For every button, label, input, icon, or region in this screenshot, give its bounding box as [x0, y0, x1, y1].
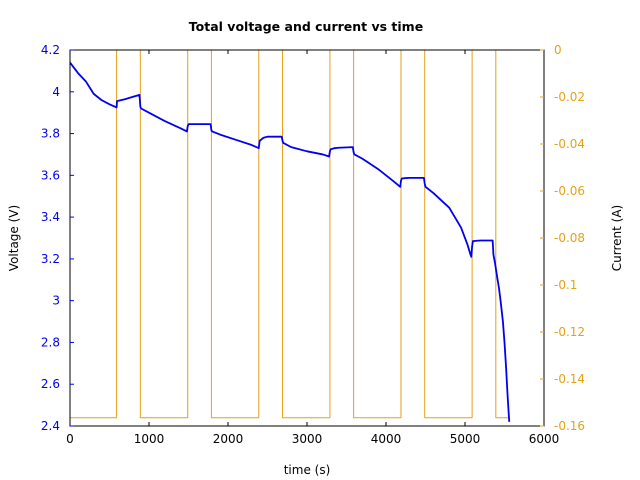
y-tick-label: 3.8: [41, 127, 60, 141]
y2-axis-label: Current (A): [610, 205, 624, 271]
x-tick-label: 3000: [292, 432, 323, 446]
plot-area: 0 1000 2000 3000 4000 5000 6000 2.4 2.6 2.8 3 3.2 3.…: [41, 43, 585, 446]
x-tick-label: 5000: [450, 432, 481, 446]
x-axis-label: time (s): [284, 463, 331, 477]
y-axis-label: Voltage (V): [7, 205, 21, 271]
x-tick-label: 2000: [213, 432, 244, 446]
y-tick-label: 3.4: [41, 210, 60, 224]
y2-tick-label: -0.02: [554, 90, 585, 104]
y2-tick-label: -0.16: [554, 419, 585, 433]
y2-tick-label: -0.14: [554, 372, 585, 386]
x-tick-label: 4000: [371, 432, 402, 446]
y-tick-label: 2.4: [41, 419, 60, 433]
x-tick-label: 1000: [134, 432, 165, 446]
voltage-series-line: [69, 61, 511, 422]
y-tick-label: 4.2: [41, 43, 60, 57]
y2-tick-label: -0.1: [554, 278, 577, 292]
y-tick-label: 3.2: [41, 252, 60, 266]
y2-tick-label: 0: [554, 43, 562, 57]
x-tick-label: 6000: [529, 432, 560, 446]
current-series-line: [70, 49, 510, 419]
y-tick-label: 2.6: [41, 377, 60, 391]
y2-tick-label: -0.12: [554, 325, 585, 339]
y2-tick-label: -0.04: [554, 137, 585, 151]
chart-title: Total voltage and current vs time: [189, 19, 423, 34]
y-tick-label: 4: [52, 85, 60, 99]
x-tick-label: 0: [66, 432, 74, 446]
y-tick-label: 3: [52, 294, 60, 308]
y-tick-label: 2.8: [41, 335, 60, 349]
y2-tick-label: -0.06: [554, 184, 585, 198]
y-tick-label: 3.6: [41, 168, 60, 182]
y2-tick-label: -0.08: [554, 231, 585, 245]
